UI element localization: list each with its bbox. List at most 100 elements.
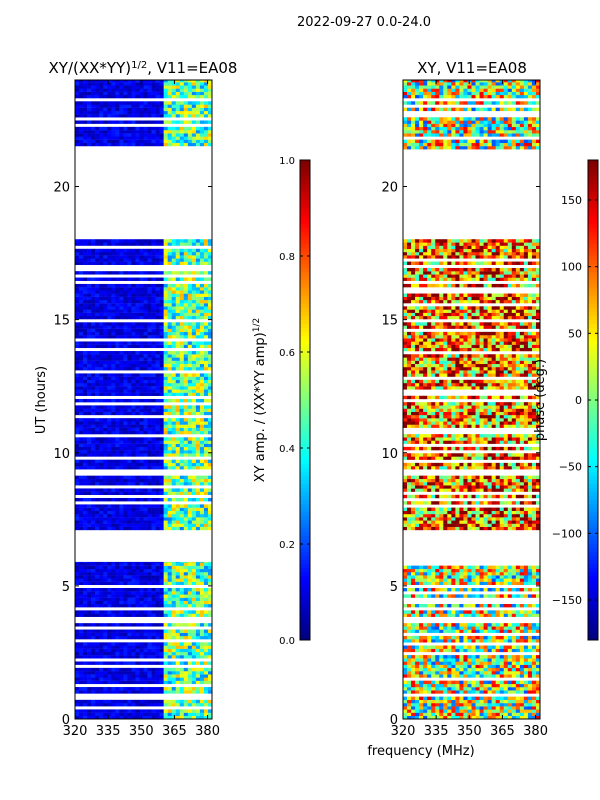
heatmap-cell — [435, 699, 440, 704]
heatmap-cell — [199, 517, 205, 521]
heatmap-cell — [91, 667, 96, 672]
heatmap-cell — [199, 674, 205, 678]
heatmap-cell — [195, 85, 201, 89]
heatmap-cell — [183, 242, 189, 246]
heatmap-cell — [95, 80, 100, 83]
heatmap-cell — [127, 427, 132, 432]
heatmap-cell — [175, 261, 181, 265]
heatmap-cell — [207, 645, 213, 649]
heatmap-cell — [511, 690, 517, 694]
heatmap-cell — [83, 85, 88, 89]
heatmap-cell — [99, 408, 104, 412]
heatmap-cell — [183, 523, 189, 527]
heatmap-cell — [103, 248, 108, 253]
heatmap-cell — [171, 367, 177, 371]
heatmap-cell — [79, 376, 84, 380]
heatmap-cell — [83, 107, 88, 112]
heatmap-cell — [83, 373, 88, 377]
heatmap-cell — [99, 642, 104, 646]
heatmap-cell — [155, 82, 160, 86]
heatmap-cell — [103, 610, 108, 614]
heatmap-cell — [159, 600, 164, 605]
heatmap-cell — [111, 335, 116, 339]
heatmap-cell — [199, 82, 205, 86]
heatmap-cell — [175, 139, 181, 144]
heatmap-cell — [207, 354, 213, 358]
heatmap-cell — [79, 440, 84, 444]
heatmap-cell — [159, 424, 164, 428]
heatmap-cell — [183, 642, 189, 646]
heatmap-cell — [155, 398, 160, 403]
heatmap-cell — [435, 680, 440, 685]
heatmap-cell — [127, 303, 132, 307]
heatmap-cell — [99, 600, 104, 605]
heatmap-cell — [155, 360, 160, 365]
colorbar-segment — [300, 372, 310, 377]
heatmap-cell — [183, 104, 189, 108]
heatmap-cell — [167, 588, 173, 592]
heatmap-cell — [163, 667, 168, 672]
heatmap-cell — [407, 706, 412, 710]
heatmap-cell — [167, 379, 173, 384]
heatmap-cell — [195, 283, 201, 288]
heatmap-cell — [123, 623, 128, 627]
heatmap-cell — [111, 588, 116, 592]
heatmap-cell — [131, 85, 136, 89]
heatmap-cell — [119, 578, 124, 582]
heatmap-cell — [127, 341, 132, 345]
heatmap-cell — [127, 104, 132, 108]
heatmap-cell — [127, 629, 132, 633]
heatmap-cell — [79, 341, 84, 345]
heatmap-cell — [159, 80, 164, 83]
heatmap-cell — [183, 376, 189, 380]
heatmap-cell — [79, 373, 84, 377]
heatmap-cell — [179, 513, 185, 518]
heatmap-cell — [91, 427, 96, 432]
heatmap-cell — [83, 130, 88, 134]
heatmap-cell — [99, 312, 104, 317]
heatmap-cell — [183, 392, 189, 396]
heatmap-cell — [183, 655, 189, 659]
heatmap-cell — [439, 683, 444, 688]
heatmap-cell — [87, 101, 92, 105]
heatmap-cell — [171, 290, 177, 294]
heatmap-cell — [143, 293, 148, 297]
heatmap-cell — [459, 703, 464, 707]
heatmap-cell — [171, 648, 177, 653]
heatmap-cell — [75, 594, 80, 598]
left-title-tail: , V11=EA08 — [147, 59, 237, 77]
heatmap-cell — [179, 258, 185, 262]
heatmap-cell — [203, 139, 209, 144]
heatmap-cell — [91, 287, 96, 291]
heatmap-cell — [207, 376, 213, 380]
heatmap-cell — [83, 667, 88, 672]
heatmap-cell — [179, 491, 185, 496]
heatmap-cell — [95, 296, 100, 301]
heatmap-cell — [459, 674, 464, 678]
heatmap-cell — [135, 645, 140, 649]
heatmap-cell — [159, 703, 164, 707]
heatmap-cell — [187, 344, 193, 349]
heatmap-cell — [151, 91, 156, 96]
heatmap-cell — [467, 699, 472, 704]
heatmap-cell — [179, 290, 185, 294]
heatmap-cell — [99, 507, 104, 511]
heatmap-cell — [135, 248, 140, 253]
heatmap-cell — [139, 283, 144, 288]
heatmap-cell — [95, 578, 100, 582]
heatmap-cell — [199, 520, 205, 524]
heatmap-cell — [175, 671, 181, 675]
heatmap-cell — [199, 629, 205, 633]
heatmap-cell — [175, 430, 181, 435]
heatmap-cell — [187, 363, 193, 368]
heatmap-cell — [155, 635, 160, 640]
heatmap-cell — [167, 367, 173, 371]
heatmap-cell — [155, 475, 160, 480]
heatmap-cell — [163, 498, 168, 502]
heatmap-cell — [135, 453, 140, 457]
heatmap-cell — [155, 271, 160, 275]
heatmap-cell — [107, 252, 112, 256]
heatmap-cell — [75, 699, 80, 704]
heatmap-cell — [111, 600, 116, 605]
heatmap-cell — [123, 85, 128, 89]
